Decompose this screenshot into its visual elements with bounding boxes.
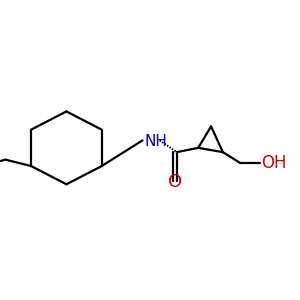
Text: O: O — [168, 173, 182, 191]
Text: OH: OH — [261, 154, 287, 172]
Text: NH: NH — [145, 134, 167, 149]
